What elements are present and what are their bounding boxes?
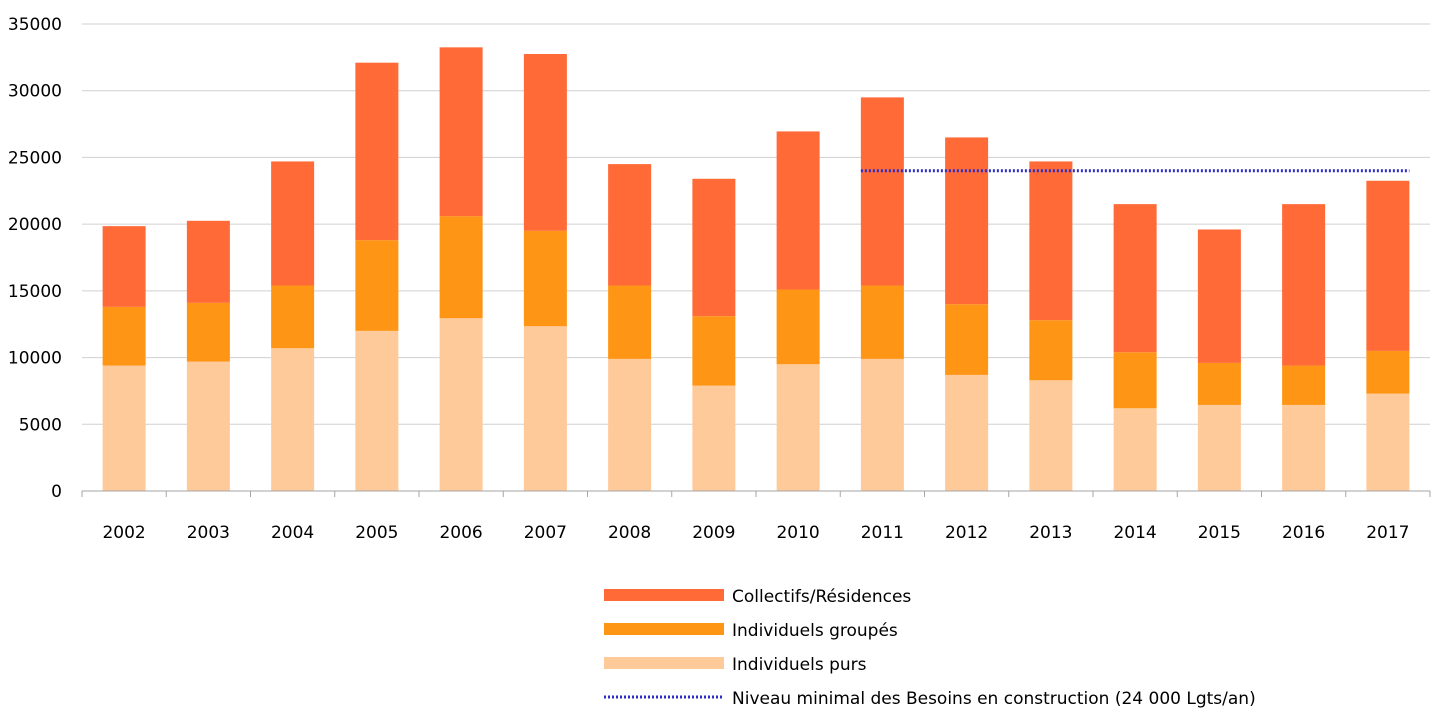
- bar-segment: [271, 348, 315, 491]
- bar-segment: [102, 226, 146, 307]
- bar-segment: [1366, 180, 1410, 351]
- axes: 0 5000 10000 15000 20000 25000 30000 35000 2002 2…: [8, 15, 1431, 543]
- bar-segment: [776, 364, 820, 491]
- legend-label: Individuels purs: [732, 655, 867, 675]
- bar-segment: [692, 385, 736, 491]
- x-tick-label: 2006: [439, 523, 482, 543]
- y-tick-label: 15000: [8, 282, 62, 302]
- bar-segment: [186, 220, 230, 303]
- x-tick-label: 2009: [692, 523, 735, 543]
- bar-segment: [355, 240, 399, 331]
- bar-segment: [439, 216, 483, 319]
- bar-segment: [1197, 404, 1241, 491]
- bar-segment: [1282, 365, 1326, 405]
- y-tick-label: 10000: [8, 349, 62, 369]
- bar-segment: [523, 54, 567, 231]
- bar-segment: [1113, 352, 1157, 409]
- bar-segment: [1113, 408, 1157, 491]
- bar-segment: [271, 285, 315, 349]
- bar-segment: [1029, 161, 1073, 321]
- bar-segment: [692, 178, 736, 317]
- x-tick-label: 2012: [945, 523, 988, 543]
- bar-segment: [1366, 350, 1410, 394]
- legend-swatch: [604, 657, 724, 669]
- bar-segment: [860, 285, 904, 359]
- x-tick-label: 2011: [861, 523, 904, 543]
- bar-segment: [1366, 393, 1410, 491]
- bar-segment: [1029, 320, 1073, 381]
- bar-segment: [776, 131, 820, 290]
- bar-segment: [860, 97, 904, 286]
- bar-segment: [439, 318, 483, 491]
- x-tick-label: 2007: [524, 523, 567, 543]
- bar-segment: [945, 304, 989, 375]
- x-tick-label: 2017: [1366, 523, 1409, 543]
- x-tick-label: 2016: [1282, 523, 1325, 543]
- x-tick-label: 2005: [355, 523, 398, 543]
- x-tick-label: 2002: [102, 523, 145, 543]
- x-tick-label: 2008: [608, 523, 651, 543]
- bar-segment: [1113, 204, 1157, 353]
- x-tick-label: 2004: [271, 523, 314, 543]
- bar-segment: [355, 330, 399, 491]
- legend: Collectifs/Résidences Individuels groupés…: [604, 587, 1256, 709]
- y-tick-label: 35000: [8, 15, 62, 35]
- x-tick-label: 2015: [1198, 523, 1241, 543]
- bar-segment: [523, 230, 567, 327]
- y-tick-label: 20000: [8, 215, 62, 235]
- bars: [102, 47, 1410, 491]
- y-tick-label: 30000: [8, 82, 62, 102]
- bar-segment: [945, 137, 989, 305]
- bar-segment: [186, 302, 230, 362]
- legend-swatch: [604, 589, 724, 601]
- bar-segment: [102, 365, 146, 491]
- bar-segment: [608, 285, 652, 359]
- bar-segment: [608, 358, 652, 491]
- legend-swatch: [604, 623, 724, 635]
- bar-segment: [355, 62, 399, 241]
- bar-segment: [1282, 404, 1326, 491]
- x-tick-label: 2013: [1029, 523, 1072, 543]
- y-tick-label: 0: [51, 482, 62, 502]
- bar-segment: [860, 358, 904, 491]
- bar-segment: [608, 164, 652, 286]
- bar-segment: [1197, 229, 1241, 363]
- bar-segment: [523, 326, 567, 491]
- bar-segment: [945, 374, 989, 491]
- bar-segment: [271, 161, 315, 286]
- x-tick-label: 2014: [1113, 523, 1156, 543]
- x-tick-label: 2003: [187, 523, 230, 543]
- bar-segment: [776, 289, 820, 365]
- bar-segment: [692, 316, 736, 386]
- legend-label: Individuels groupés: [732, 621, 898, 641]
- y-tick-label: 5000: [19, 415, 62, 435]
- bar-segment: [1197, 362, 1241, 405]
- bar-segment: [1282, 204, 1326, 366]
- legend-label: Niveau minimal des Besoins en constructi…: [732, 689, 1256, 709]
- bar-segment: [102, 306, 146, 366]
- legend-label: Collectifs/Résidences: [732, 587, 911, 607]
- y-tick-label: 25000: [8, 148, 62, 168]
- bar-segment: [439, 47, 483, 217]
- x-tick-label: 2010: [776, 523, 819, 543]
- bar-segment: [1029, 380, 1073, 491]
- bar-segment: [186, 361, 230, 491]
